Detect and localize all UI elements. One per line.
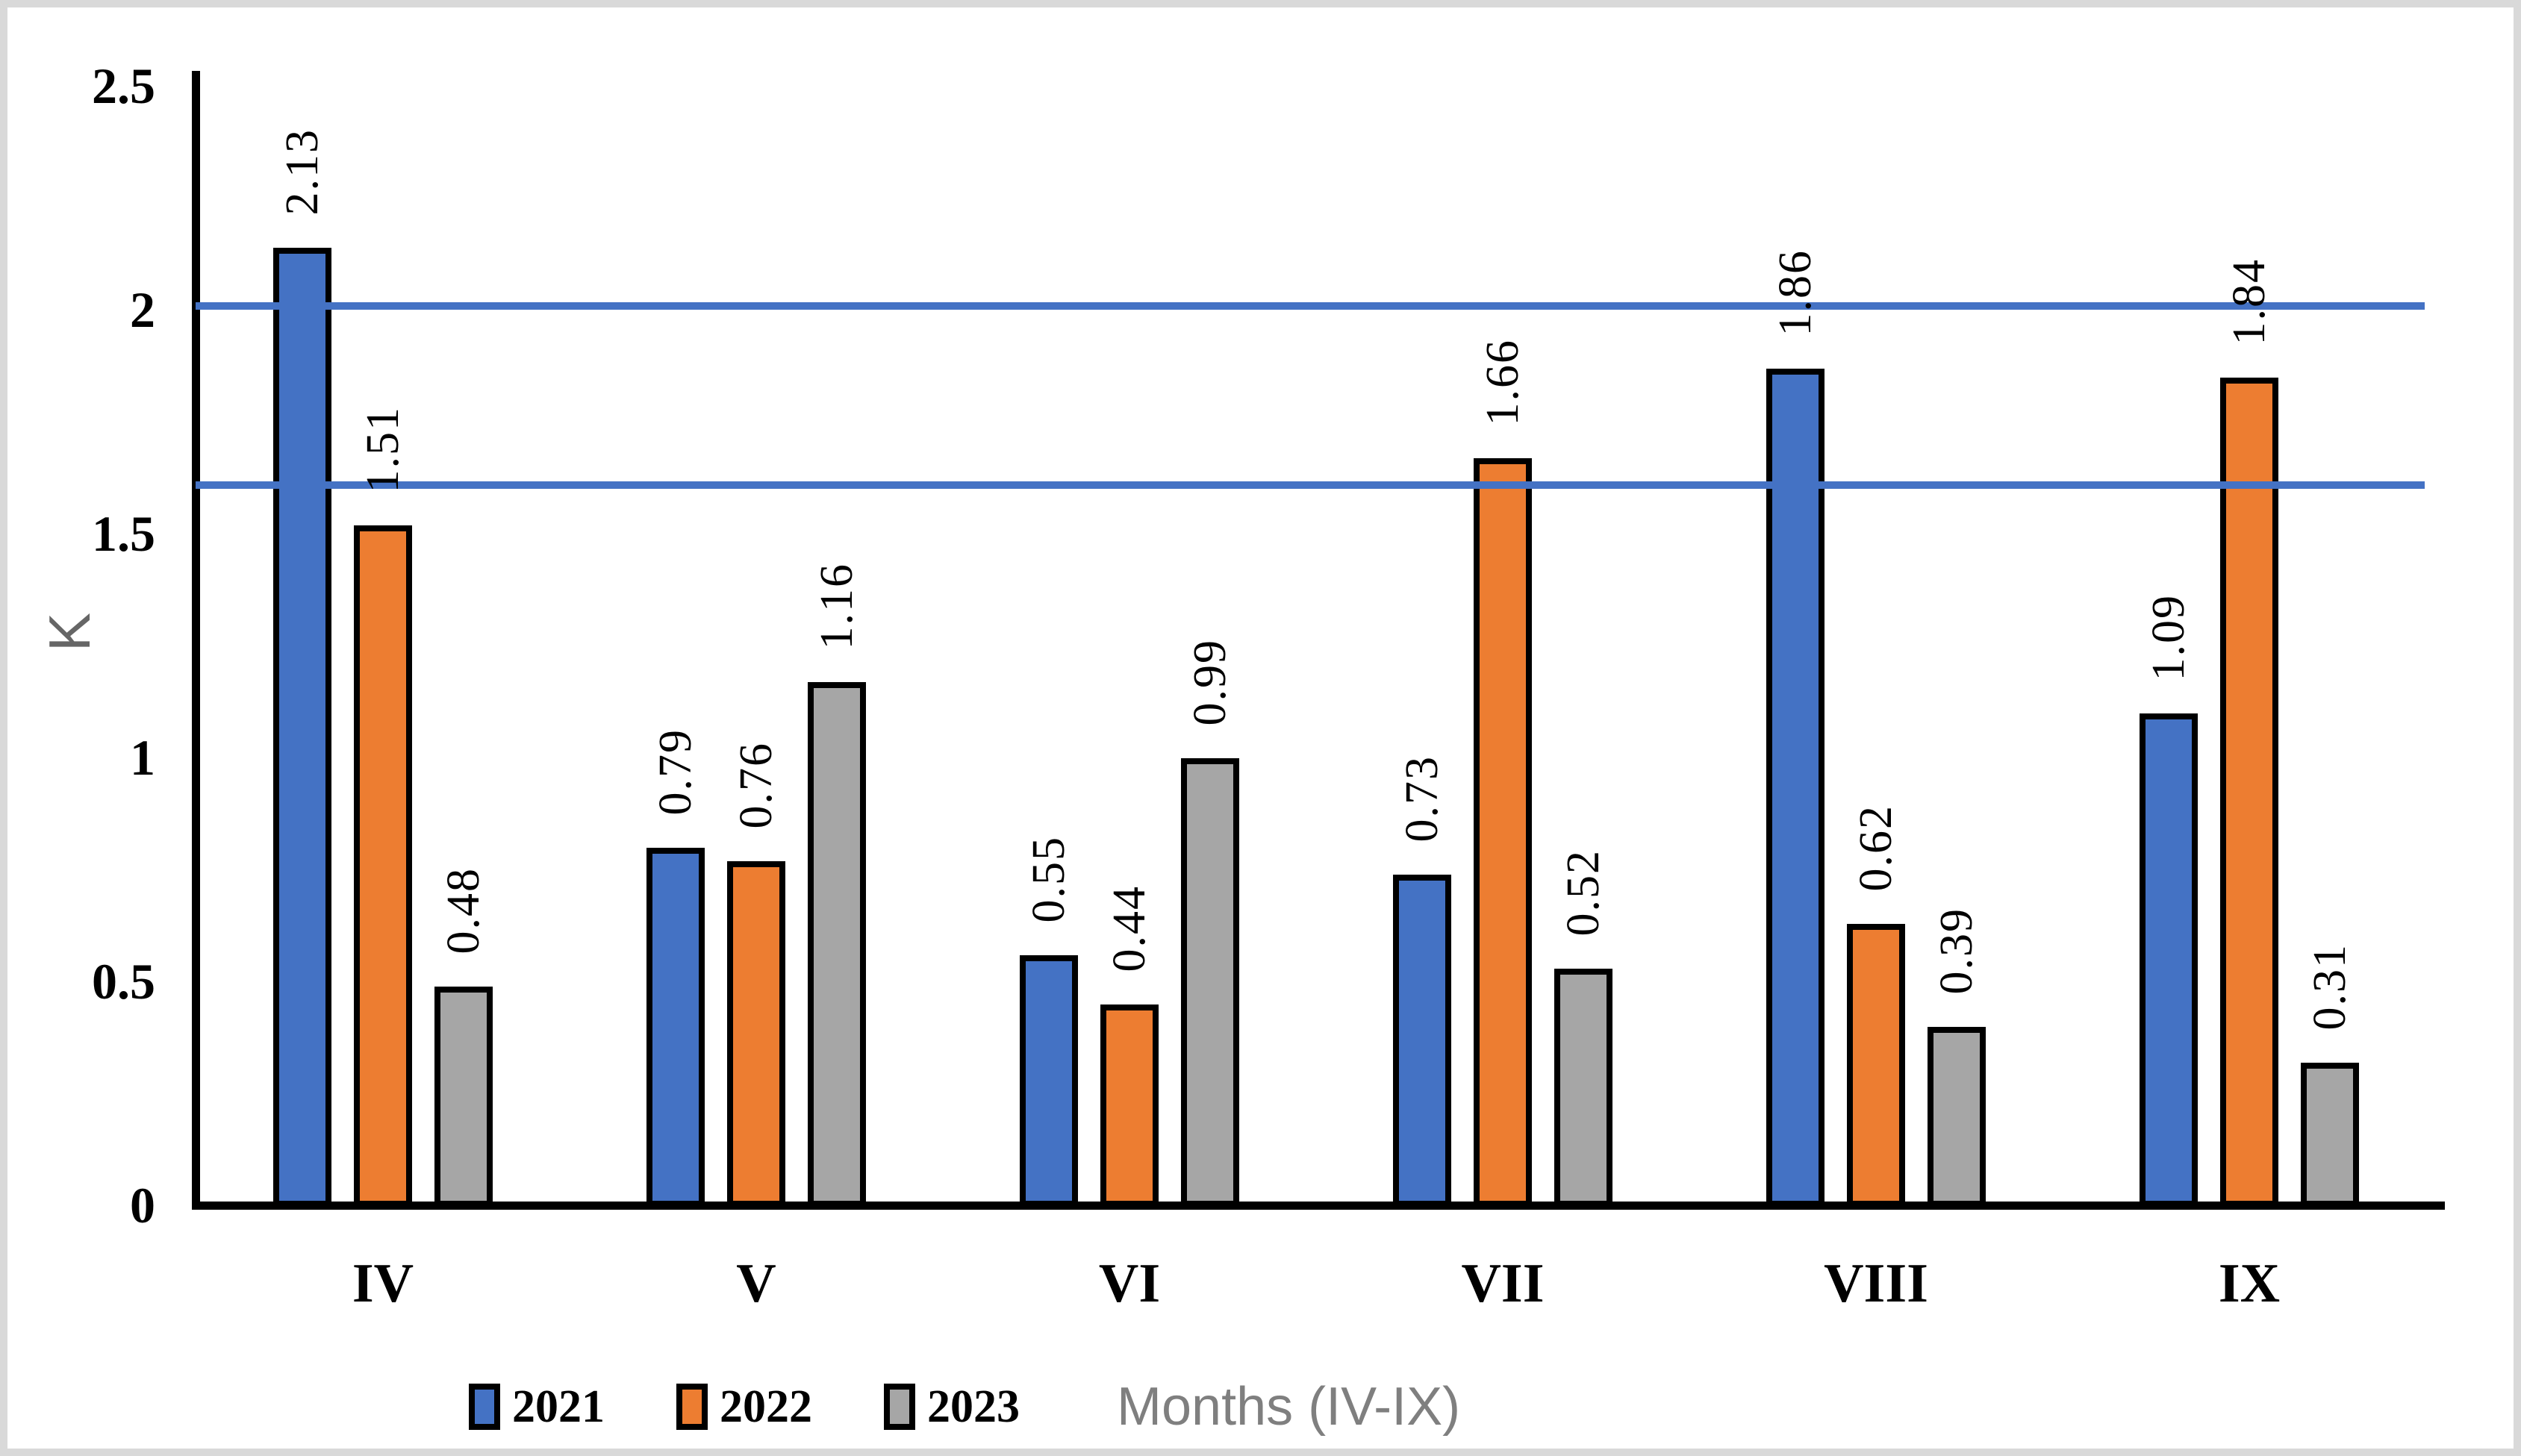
bar-2023-VII bbox=[1554, 969, 1612, 1207]
y-axis-line bbox=[192, 71, 200, 1210]
bar-2023-VI bbox=[1181, 758, 1239, 1207]
y-tick-label: 0.5 bbox=[92, 953, 155, 1010]
bar-data-label: 0.52 bbox=[1558, 849, 1609, 937]
bar-data-label: 0.76 bbox=[731, 741, 782, 829]
bar-data-label: 2.13 bbox=[277, 128, 328, 216]
legend: 2021 2022 2023 Months (IV-IX) bbox=[469, 1376, 1460, 1437]
bar-data-label: 1.09 bbox=[2143, 593, 2194, 681]
legend-label: 2022 bbox=[720, 1381, 812, 1432]
x-axis-line bbox=[192, 1202, 2445, 1210]
bar-2022-V bbox=[727, 861, 785, 1207]
y-axis-title: K bbox=[37, 612, 102, 652]
y-tick-label: 2 bbox=[130, 281, 155, 338]
bar-data-label: 0.99 bbox=[1185, 638, 1235, 726]
bar-2021-IV bbox=[273, 248, 331, 1207]
y-tick-label: 0 bbox=[130, 1177, 155, 1234]
legend-swatch bbox=[676, 1384, 708, 1430]
bar-data-label: 1.51 bbox=[358, 405, 408, 493]
legend-item-2021: 2021 bbox=[469, 1381, 605, 1434]
legend-item-2022: 2022 bbox=[676, 1381, 812, 1434]
bar-2022-VI bbox=[1100, 1004, 1159, 1207]
bar-data-label: 0.73 bbox=[1397, 754, 1448, 843]
bar-data-label: 0.55 bbox=[1023, 835, 1074, 923]
bar-2023-VIII bbox=[1928, 1027, 1986, 1207]
bar-data-label: 0.79 bbox=[650, 728, 701, 816]
bar-2021-IX bbox=[2140, 713, 2198, 1207]
bar-2022-VII bbox=[1474, 458, 1532, 1207]
legend-label: 2021 bbox=[512, 1381, 605, 1432]
legend-swatch bbox=[469, 1384, 500, 1430]
x-category-label: VIII bbox=[1824, 1253, 1928, 1314]
reference-line bbox=[196, 302, 2425, 310]
bar-data-label: 0.31 bbox=[2305, 943, 2355, 1031]
x-category-label: V bbox=[736, 1253, 776, 1314]
bar-2022-IV bbox=[354, 525, 412, 1207]
y-tick-label: 2.5 bbox=[92, 57, 155, 114]
bar-data-label: 0.48 bbox=[438, 866, 489, 954]
bar-data-label: 1.84 bbox=[2224, 257, 2275, 346]
x-category-label: VI bbox=[1098, 1253, 1161, 1314]
bar-2021-V bbox=[646, 848, 705, 1207]
bar-data-label: 1.66 bbox=[1477, 338, 1528, 426]
reference-line bbox=[196, 481, 2425, 489]
bar-2021-VIII bbox=[1766, 369, 1824, 1207]
legend-swatch bbox=[884, 1384, 915, 1430]
legend-item-2023: 2023 bbox=[884, 1381, 1020, 1434]
bar-data-label: 0.44 bbox=[1104, 884, 1155, 972]
bar-2022-IX bbox=[2220, 378, 2278, 1207]
bar-2023-IX bbox=[2301, 1063, 2359, 1207]
bar-2021-VI bbox=[1020, 955, 1078, 1207]
bar-2022-VIII bbox=[1847, 924, 1905, 1207]
x-category-label: IX bbox=[2218, 1253, 2281, 1314]
bar-data-label: 0.62 bbox=[1851, 804, 1901, 892]
bar-data-label: 1.86 bbox=[1770, 249, 1821, 337]
bar-data-label: 1.16 bbox=[811, 562, 862, 650]
bar-2021-VII bbox=[1393, 875, 1451, 1207]
legend-items: 2021 2022 2023 bbox=[469, 1381, 1020, 1434]
bar-2023-V bbox=[808, 682, 866, 1207]
bar-data-label: 0.39 bbox=[1931, 907, 1982, 995]
legend-label: 2023 bbox=[927, 1381, 1020, 1432]
y-tick-label: 1.5 bbox=[92, 505, 155, 562]
x-category-label: VII bbox=[1461, 1253, 1545, 1314]
bar-2023-IV bbox=[434, 987, 493, 1207]
x-category-label: IV bbox=[352, 1253, 414, 1314]
y-tick-label: 1 bbox=[130, 729, 155, 786]
x-axis-title: Months (IV-IX) bbox=[1117, 1377, 1461, 1437]
